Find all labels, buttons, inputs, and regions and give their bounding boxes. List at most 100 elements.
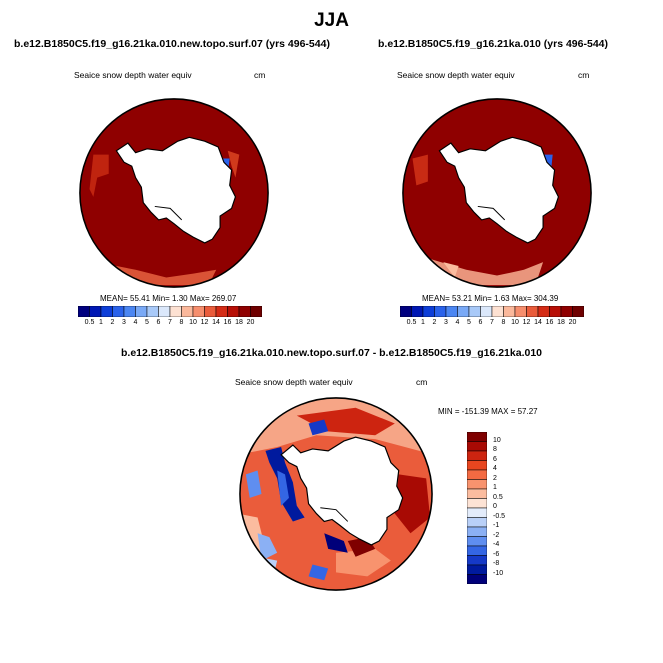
colorbar-tick-label: 10 xyxy=(189,319,197,326)
colorbar-swatch xyxy=(400,306,412,317)
panel1-title: b.e12.B1850C5.f19_g16.21ka.010.new.topo.… xyxy=(14,38,330,50)
colorbar-tick-label: -10 xyxy=(493,569,504,577)
colorbar-tick-label: 4 xyxy=(455,319,460,326)
colorbar-swatch xyxy=(467,432,487,442)
panel2-antarctica xyxy=(438,136,560,244)
colorbar-swatch xyxy=(411,306,424,317)
colorbar-swatch xyxy=(467,488,487,499)
colorbar-tick-label: 8 xyxy=(179,319,184,326)
colorbar-tick-label: 0.5 xyxy=(406,319,417,326)
colorbar-swatch xyxy=(503,306,516,317)
colorbar-swatch xyxy=(467,545,487,556)
colorbar-swatch xyxy=(467,526,487,537)
colorbar-tick-label: 2 xyxy=(110,319,115,326)
colorbar-tick-label: -6 xyxy=(493,550,500,558)
colorbar-swatch xyxy=(467,536,487,547)
colorbar-tick-label: 10 xyxy=(493,436,501,444)
colorbar-swatch xyxy=(123,306,136,317)
colorbar-swatch xyxy=(549,306,562,317)
colorbar-tick-label: 2 xyxy=(493,474,497,482)
colorbar-tick-label: 0.5 xyxy=(84,319,95,326)
colorbar-tick-label: 16 xyxy=(545,319,554,326)
colorbar-tick-label: 1 xyxy=(99,319,103,326)
colorbar-tick-label: 4 xyxy=(133,319,138,326)
colorbar-swatch xyxy=(467,555,487,566)
colorbar-swatch xyxy=(467,479,487,490)
colorbar-tick-label: 10 xyxy=(511,319,519,326)
colorbar-tick-label: -2 xyxy=(493,531,500,539)
colorbar-swatch xyxy=(250,306,262,317)
colorbar-swatch xyxy=(192,306,205,317)
colorbar-swatch xyxy=(227,306,240,317)
colorbar-swatch xyxy=(468,306,481,317)
panel2-colorbar xyxy=(400,306,584,317)
panel1-antarctica xyxy=(115,136,237,244)
colorbar-tick-label: 8 xyxy=(493,446,497,453)
colorbar-tick-label: 18 xyxy=(557,319,565,326)
colorbar-swatch xyxy=(181,306,194,317)
colorbar-swatch xyxy=(467,574,487,584)
colorbar-swatch xyxy=(100,306,113,317)
colorbar-tick-label: 6 xyxy=(493,455,497,463)
colorbar-swatch xyxy=(78,306,90,317)
colorbar-tick-label: 0.5 xyxy=(493,493,503,501)
colorbar-tick-label: 3 xyxy=(122,319,126,326)
diff-colorbar xyxy=(467,432,487,584)
colorbar-tick-label: 5 xyxy=(467,319,471,326)
season-title: JJA xyxy=(314,10,349,31)
colorbar-tick-label: 1 xyxy=(421,319,425,326)
colorbar-tick-label: 6 xyxy=(156,319,161,326)
colorbar-swatch xyxy=(514,306,527,317)
diff-title: b.e12.B1850C5.f19_g16.21ka.010.new.topo.… xyxy=(120,347,543,359)
colorbar-swatch xyxy=(467,517,487,528)
panel1-stats: MEAN= 55.41 Min= 1.30 Max= 269.07 xyxy=(100,294,237,303)
colorbar-swatch xyxy=(480,306,493,317)
colorbar-swatch xyxy=(560,306,573,317)
colorbar-swatch xyxy=(89,306,102,317)
colorbar-tick-label: 0 xyxy=(493,503,497,510)
colorbar-swatch xyxy=(467,450,487,461)
colorbar-tick-label: 7 xyxy=(168,319,172,326)
colorbar-swatch xyxy=(467,460,487,471)
colorbar-tick-label: 20 xyxy=(246,319,255,326)
colorbar-tick-label: 14 xyxy=(212,319,220,326)
colorbar-swatch xyxy=(434,306,447,317)
colorbar-swatch xyxy=(238,306,251,317)
colorbar-tick-label: -0.5 xyxy=(493,512,506,520)
colorbar-tick-label: -4 xyxy=(493,541,500,548)
colorbar-swatch xyxy=(422,306,435,317)
colorbar-swatch xyxy=(537,306,550,317)
colorbar-swatch xyxy=(467,469,487,480)
colorbar-swatch xyxy=(467,564,487,575)
colorbar-swatch xyxy=(112,306,125,317)
colorbar-tick-label: 12 xyxy=(200,319,209,326)
colorbar-swatch xyxy=(204,306,217,317)
colorbar-tick-label: -8 xyxy=(493,560,500,567)
colorbar-swatch xyxy=(215,306,228,317)
colorbar-swatch xyxy=(572,306,584,317)
colorbar-tick-label: 2 xyxy=(432,319,437,326)
colorbar-tick-label: 4 xyxy=(493,465,497,472)
panel2-var-label: Seaice snow depth water equiv xyxy=(397,70,515,80)
colorbar-tick-label: 7 xyxy=(490,319,494,326)
colorbar-tick-label: 20 xyxy=(568,319,577,326)
colorbar-tick-label: 12 xyxy=(522,319,531,326)
diff-polar-map xyxy=(239,397,433,591)
panel1-polar-map xyxy=(79,98,269,288)
colorbar-swatch xyxy=(457,306,470,317)
colorbar-tick-label: 8 xyxy=(501,319,506,326)
panel2-units: cm xyxy=(578,70,590,80)
panel1-colorbar xyxy=(78,306,262,317)
panel1-var-label: Seaice snow depth water equiv xyxy=(74,70,192,80)
colorbar-tick-label: 6 xyxy=(478,319,483,326)
colorbar-swatch xyxy=(169,306,182,317)
colorbar-swatch xyxy=(146,306,159,317)
colorbar-swatch xyxy=(467,441,487,452)
panel2-polar-map xyxy=(402,98,592,288)
colorbar-tick-label: 3 xyxy=(444,319,448,326)
colorbar-tick-label: 16 xyxy=(223,319,232,326)
diff-antarctica xyxy=(280,436,404,546)
colorbar-swatch xyxy=(526,306,539,317)
colorbar-tick-label: -1 xyxy=(493,522,500,529)
colorbar-swatch xyxy=(445,306,458,317)
